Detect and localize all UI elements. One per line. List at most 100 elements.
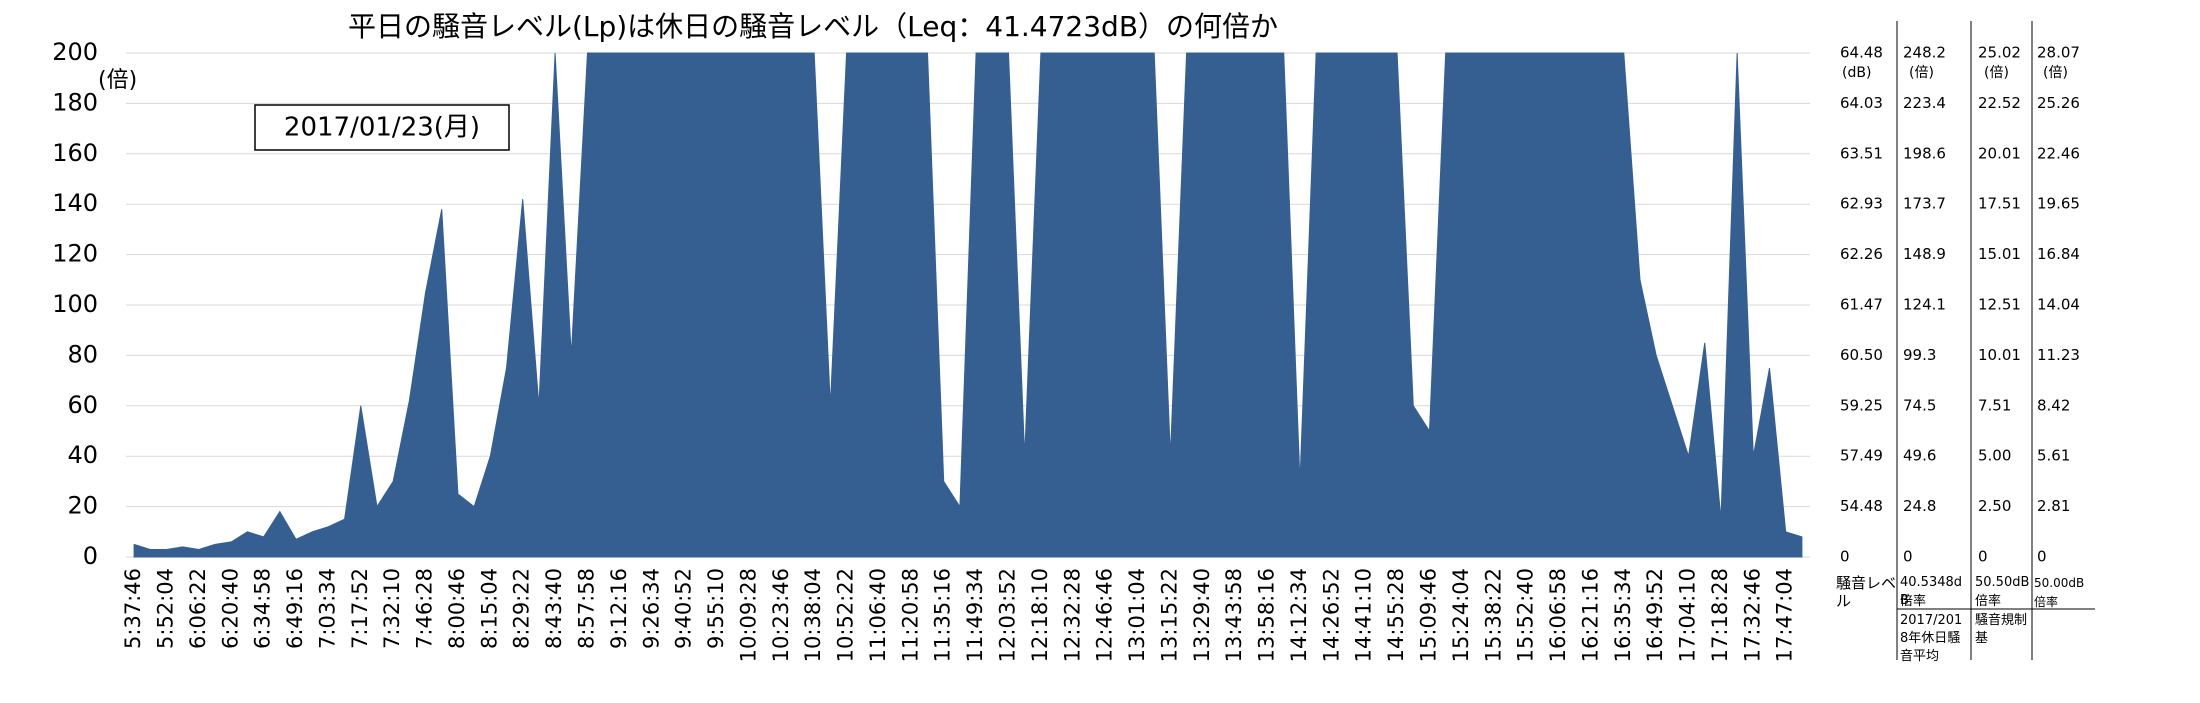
y-tick-label: 180 [52, 88, 98, 116]
column-label: 0 [1978, 548, 1988, 566]
y-tick-label: 200 [52, 38, 98, 66]
x-tick-label: 16:49:52 [1643, 568, 1667, 662]
x-tick-label: 5:52:04 [153, 568, 177, 649]
column-label: 5.61 [2037, 447, 2070, 465]
y-tick-label: 80 [67, 340, 98, 368]
x-tick-label: 10:38:04 [801, 568, 825, 662]
column-label: 10.01 [1978, 346, 2021, 364]
column-label: 173.7 [1903, 195, 1946, 213]
column-label: 99.3 [1903, 346, 1936, 364]
x-tick-label: 8:57:58 [574, 568, 598, 649]
column-footer: 倍率 [2034, 595, 2059, 609]
column-label: 7.51 [1978, 396, 2011, 414]
column-label: 49.6 [1903, 447, 1936, 465]
x-tick-label: 17:47:04 [1773, 568, 1797, 662]
x-tick-label: 12:32:28 [1060, 568, 1084, 662]
column-label: 15.01 [1978, 245, 2021, 263]
x-tick-label: 8:15:04 [477, 568, 501, 649]
column-label: 62.26 [1840, 245, 1883, 263]
x-tick-label: 9:12:16 [607, 568, 631, 649]
y-tick-label: 160 [52, 139, 98, 167]
x-tick-label: 17:32:46 [1740, 568, 1764, 662]
column-label: 22.46 [2037, 144, 2080, 162]
column-label: 124.1 [1903, 296, 1946, 314]
column-label: 22.52 [1978, 94, 2021, 112]
x-tick-label: 11:35:16 [931, 568, 955, 662]
column-label: 16.84 [2037, 245, 2080, 263]
x-tick-label: 7:32:10 [380, 568, 404, 649]
x-tick-label: 9:40:52 [672, 568, 696, 649]
column-label: 12.51 [1978, 296, 2021, 314]
column-unit: (倍) [1984, 65, 2009, 81]
column-label: 20.01 [1978, 144, 2021, 162]
x-tick-label: 15:24:04 [1449, 568, 1473, 662]
column-footer: 倍率 [1900, 594, 1927, 609]
date-label: 2017/01/23(月) [284, 113, 480, 143]
column-footer: 40.5348dB [1900, 575, 1963, 608]
x-tick-label: 13:58:16 [1255, 568, 1279, 662]
x-tick-label: 12:18:10 [1028, 568, 1052, 662]
x-tick-label: 13:29:40 [1190, 568, 1214, 662]
column-label: 2.81 [2037, 497, 2070, 515]
x-tick-label: 14:26:52 [1319, 568, 1343, 662]
x-tick-label: 6:49:16 [283, 568, 307, 649]
column-label: 64.03 [1840, 94, 1883, 112]
column-label: 0 [1903, 548, 1913, 566]
column-unit: (dB) [1842, 65, 1871, 81]
column-unit: (倍) [1909, 65, 1934, 81]
column-label: 5.00 [1978, 447, 2011, 465]
x-tick-label: 8:29:22 [510, 568, 534, 649]
x-tick-label: 8:00:46 [445, 568, 469, 649]
column-label: 8.42 [2037, 396, 2070, 414]
y-unit: (倍) [98, 68, 137, 93]
x-tick-label: 13:01:04 [1125, 568, 1149, 662]
x-tick-label: 6:06:22 [186, 568, 210, 649]
x-tick-label: 16:21:16 [1578, 568, 1602, 662]
column-header: 64.48 [1840, 44, 1883, 62]
x-tick-label: 13:15:22 [1157, 568, 1181, 662]
column-label: 148.9 [1903, 245, 1946, 263]
y-tick-label: 0 [83, 542, 98, 570]
column-header: 248.2 [1903, 44, 1946, 62]
x-tick-label: 6:20:40 [218, 568, 242, 649]
column-label: 62.93 [1840, 195, 1883, 213]
column-footer: 2017/2018年休日騒音平均 [1900, 613, 1963, 664]
y-tick-label: 20 [67, 492, 98, 520]
column-label: 54.48 [1840, 497, 1883, 515]
column-label: 14.04 [2037, 296, 2080, 314]
x-tick-label: 7:46:28 [413, 568, 437, 649]
y-tick-label: 60 [67, 391, 98, 419]
column-label: 17.51 [1978, 195, 2021, 213]
column-label: 57.49 [1840, 447, 1883, 465]
column-label: 0 [2037, 548, 2047, 566]
column-footer: 騒音規制基 [1975, 613, 2028, 646]
column-label: 25.26 [2037, 94, 2080, 112]
column-footer: 騒音レベル [1836, 574, 1897, 610]
column-label: 59.25 [1840, 396, 1883, 414]
x-tick-label: 8:43:40 [542, 568, 566, 649]
x-tick-label: 10:09:28 [736, 568, 760, 662]
column-label: 74.5 [1903, 396, 1936, 414]
x-tick-label: 16:06:58 [1546, 568, 1570, 662]
x-tick-label: 10:52:22 [834, 568, 858, 662]
column-label: 11.23 [2037, 346, 2080, 364]
date-box [254, 104, 510, 151]
x-tick-label: 7:17:52 [348, 568, 372, 649]
x-tick-label: 15:52:40 [1514, 568, 1538, 662]
x-tick-label: 6:34:58 [251, 568, 275, 649]
x-tick-label: 14:12:34 [1287, 568, 1311, 662]
column-footer: 50.00dB [2034, 576, 2085, 590]
x-tick-label: 17:04:10 [1676, 568, 1700, 662]
x-tick-label: 12:03:52 [995, 568, 1019, 662]
x-tick-label: 9:55:10 [704, 568, 728, 649]
x-tick-label: 10:23:46 [769, 568, 793, 662]
column-label: 24.8 [1903, 497, 1936, 515]
x-tick-label: 16:35:34 [1611, 568, 1635, 662]
column-label: 19.65 [2037, 195, 2080, 213]
x-tick-label: 11:49:34 [963, 568, 987, 662]
column-header: 25.02 [1978, 44, 2021, 62]
column-label: 2.50 [1978, 497, 2011, 515]
x-tick-label: 9:26:34 [639, 568, 663, 649]
y-tick-label: 40 [67, 441, 98, 469]
